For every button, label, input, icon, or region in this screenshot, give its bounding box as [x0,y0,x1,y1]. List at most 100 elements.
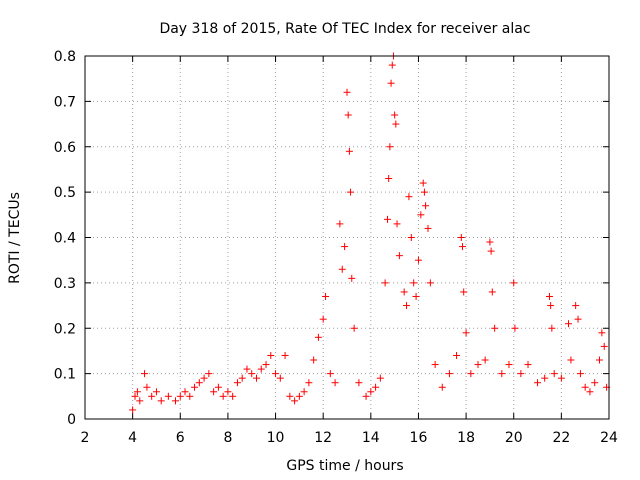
data-point [581,383,589,391]
data-point [300,388,308,396]
data-point [143,383,151,391]
data-point [305,379,313,387]
data-point [172,397,180,405]
data-point [262,361,270,369]
data-point [331,379,339,387]
data-point [243,365,251,373]
data-point [481,356,489,364]
data-point [210,388,218,396]
x-axis-label: GPS time / hours [286,458,403,474]
data-point [281,351,289,359]
data-point [388,61,396,69]
data-point [338,265,346,273]
data-point [505,361,513,369]
x-tick-label: 22 [552,430,570,446]
data-point [152,388,160,396]
data-point [343,88,351,96]
x-tick-label: 24 [600,430,618,446]
data-point [131,392,139,400]
data-point [541,374,549,382]
x-tick-labels: 2 4 6 8 10 12 14 16 18 20 22 24 [81,430,618,446]
data-point [141,370,149,378]
y-tick-label: 0.8 [54,49,76,65]
data-point [598,329,606,337]
data-point [367,388,375,396]
data-point [486,238,494,246]
data-point [576,370,584,378]
data-point [393,220,401,228]
x-tick-label: 4 [128,430,137,446]
data-point [557,374,565,382]
data-point [412,292,420,300]
data-point [498,370,506,378]
data-point [391,111,399,119]
data-point [381,279,389,287]
data-point [191,383,199,391]
data-point [511,324,519,332]
y-tick-label: 0.6 [54,140,76,156]
x-tick-label: 2 [81,430,90,446]
data-point [314,333,322,341]
data-point [400,288,408,296]
data-point [350,324,358,332]
data-point [545,292,553,300]
data-point [295,392,303,400]
data-point [272,370,280,378]
data-point [386,143,394,151]
data-point [431,361,439,369]
data-point [322,292,330,300]
data-point [403,302,411,310]
data-point [276,374,284,382]
data-point [372,383,380,391]
data-point [224,388,232,396]
data-point [148,392,156,400]
data-point [383,215,391,223]
y-axis-label: ROTI / TECUs [7,192,23,284]
data-point [414,256,422,264]
data-point [157,397,165,405]
data-point [395,252,403,260]
data-point [326,370,334,378]
data-point [195,379,203,387]
data-point [488,288,496,296]
data-point [205,370,213,378]
x-tick-label: 10 [267,430,285,446]
data-point [457,234,465,241]
data-point [572,302,580,310]
data-point [229,392,237,400]
data-point [186,392,194,400]
data-point [200,374,208,382]
y-tick-label: 0.3 [54,276,76,292]
data-point [136,397,144,405]
data-point [267,351,275,359]
data-point [410,279,418,287]
data-point [291,397,299,405]
data-point [591,379,599,387]
data-point [524,361,532,369]
plot-frame [84,55,610,420]
y-tick-label: 0.4 [54,231,76,247]
y-tick-label: 0.7 [54,94,76,110]
data-point [387,79,395,87]
data-point [595,356,603,364]
data-point [344,111,352,119]
data-point [567,356,575,364]
data-points [129,52,611,414]
data-point [376,374,384,382]
data-point [341,243,349,251]
data-point [176,392,184,400]
x-tick-label: 6 [176,430,185,446]
data-point [164,392,172,400]
data-point [420,188,428,196]
data-point [419,179,427,187]
data-point [385,175,393,183]
data-point [257,365,265,373]
chart-title: Day 318 of 2015, Rate Of TEC Index for r… [159,21,530,37]
data-point [392,120,400,128]
data-point [487,247,495,255]
data-point [362,392,370,400]
data-point [214,383,222,391]
data-point [319,315,327,323]
data-point [574,315,582,323]
